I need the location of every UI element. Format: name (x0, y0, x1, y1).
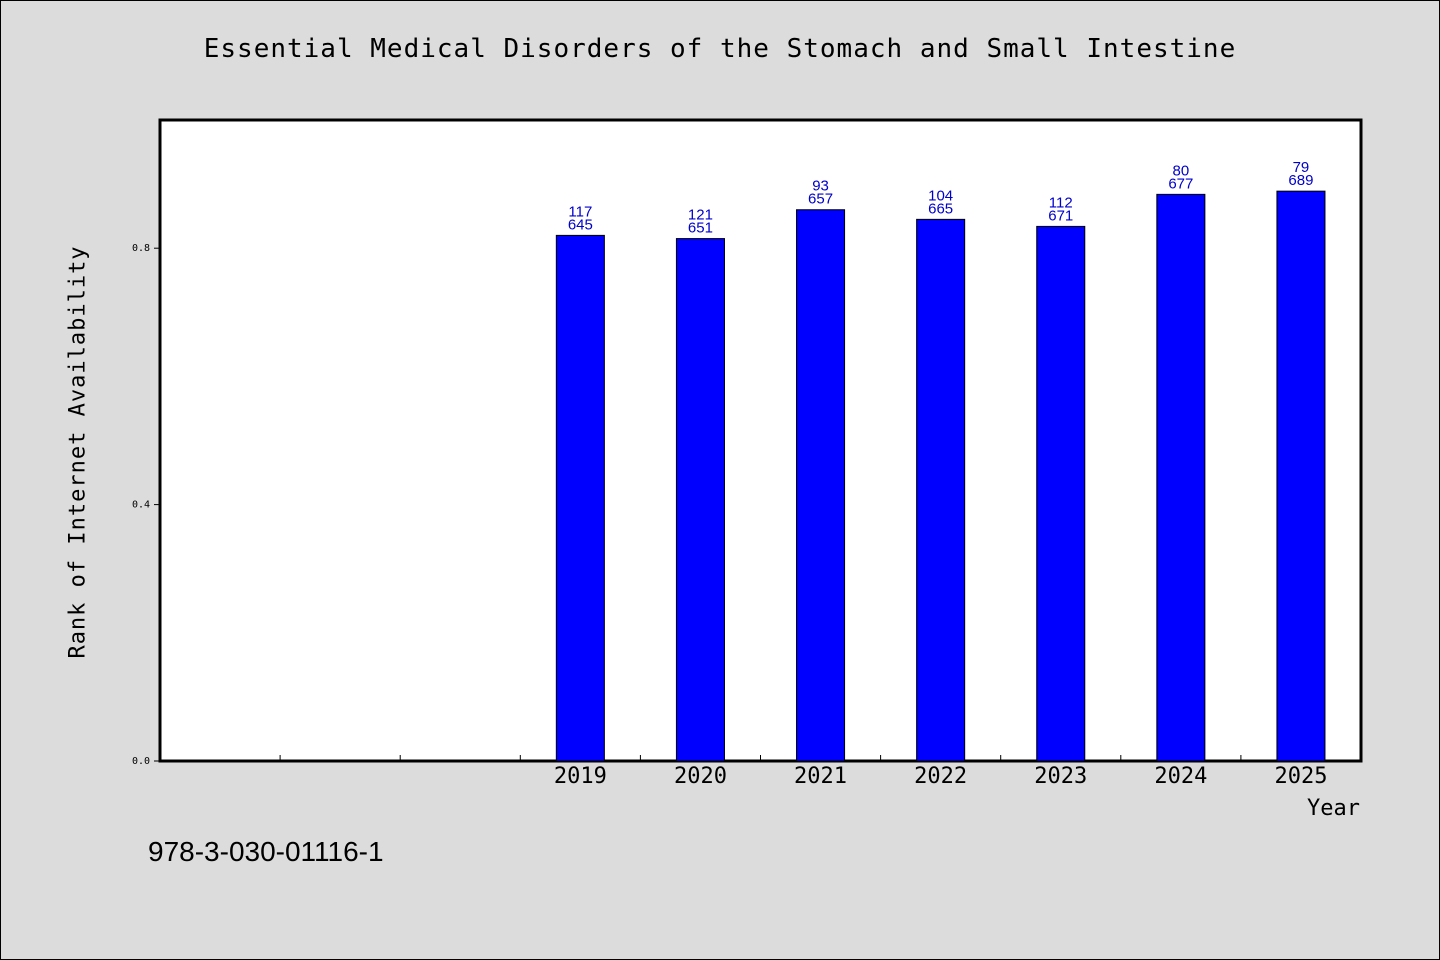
x-tick-label: 2019 (554, 764, 607, 789)
bar-label-bottom: 665 (928, 200, 953, 217)
bar-label-bottom: 645 (568, 216, 593, 233)
bar-label-top: 121 (688, 207, 713, 224)
bar (1036, 225, 1086, 762)
x-tick-label: 2020 (674, 764, 727, 789)
bar (555, 234, 605, 762)
isbn-text: 978-3-030-01116-1 (148, 836, 384, 867)
bar-label-bottom: 689 (1288, 172, 1313, 189)
bar (1156, 193, 1206, 762)
bar (1276, 190, 1326, 762)
bar-label-top: 104 (928, 187, 953, 204)
y-tick-label: 0.8 (132, 243, 150, 254)
bar-label-top: 117 (568, 203, 592, 220)
chart-title: Essential Medical Disorders of the Stoma… (203, 34, 1237, 64)
x-tick-label: 2024 (1154, 764, 1207, 789)
bar (916, 218, 966, 762)
bar (675, 238, 725, 762)
bar (796, 209, 846, 762)
y-tick-label: 0.4 (132, 500, 150, 511)
bar-label-bottom: 671 (1048, 207, 1073, 224)
bar-label-bottom: 657 (808, 191, 833, 208)
y-axis: 0.0 0.4 0.8 (132, 243, 160, 767)
x-axis: 2019 2020 2021 2022 2023 2024 2025 (279, 755, 1327, 789)
x-tick-label: 2025 (1274, 764, 1327, 789)
x-tick-label: 2021 (794, 764, 847, 789)
bar-label-top: 112 (1049, 194, 1073, 211)
bar-label-bottom: 651 (688, 220, 713, 237)
x-axis-label: Year (1307, 796, 1360, 821)
bar-label-top: 79 (1293, 159, 1310, 176)
bar-label-bottom: 677 (1168, 175, 1193, 192)
x-tick-label: 2022 (914, 764, 967, 789)
x-tick-label: 2023 (1034, 764, 1087, 789)
y-tick-label: 0.0 (132, 756, 150, 767)
y-axis-label: Rank of Internet Availability (65, 245, 91, 659)
bar-label-top: 93 (812, 178, 829, 195)
bar-label-top: 80 (1173, 162, 1190, 179)
